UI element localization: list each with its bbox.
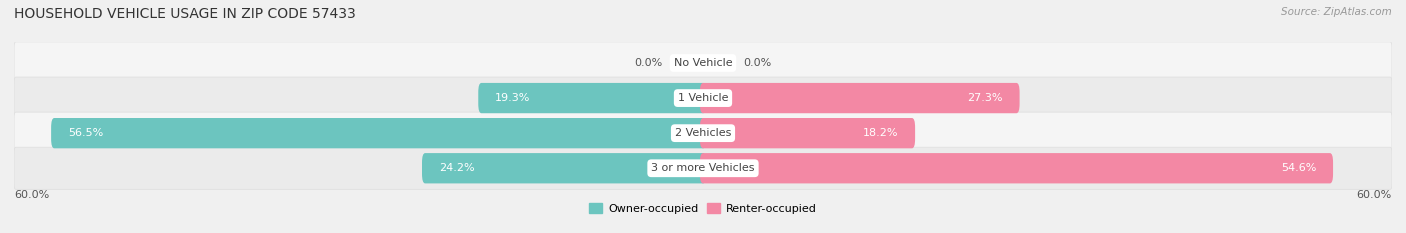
- Text: 1 Vehicle: 1 Vehicle: [678, 93, 728, 103]
- Text: 0.0%: 0.0%: [634, 58, 662, 68]
- FancyBboxPatch shape: [422, 153, 706, 183]
- FancyBboxPatch shape: [51, 118, 706, 148]
- FancyBboxPatch shape: [14, 112, 1392, 154]
- FancyBboxPatch shape: [14, 147, 1392, 189]
- Text: 0.0%: 0.0%: [744, 58, 772, 68]
- Text: 3 or more Vehicles: 3 or more Vehicles: [651, 163, 755, 173]
- Text: 18.2%: 18.2%: [863, 128, 898, 138]
- Text: 60.0%: 60.0%: [14, 190, 49, 200]
- Text: 24.2%: 24.2%: [439, 163, 475, 173]
- Text: 54.6%: 54.6%: [1281, 163, 1316, 173]
- Text: 60.0%: 60.0%: [1357, 190, 1392, 200]
- Text: HOUSEHOLD VEHICLE USAGE IN ZIP CODE 57433: HOUSEHOLD VEHICLE USAGE IN ZIP CODE 5743…: [14, 7, 356, 21]
- FancyBboxPatch shape: [700, 153, 1333, 183]
- Text: 27.3%: 27.3%: [967, 93, 1002, 103]
- FancyBboxPatch shape: [700, 118, 915, 148]
- FancyBboxPatch shape: [700, 83, 1019, 113]
- Text: 56.5%: 56.5%: [67, 128, 103, 138]
- FancyBboxPatch shape: [478, 83, 706, 113]
- Text: No Vehicle: No Vehicle: [673, 58, 733, 68]
- Text: 2 Vehicles: 2 Vehicles: [675, 128, 731, 138]
- FancyBboxPatch shape: [14, 77, 1392, 119]
- FancyBboxPatch shape: [14, 42, 1392, 84]
- Text: 19.3%: 19.3%: [495, 93, 530, 103]
- Legend: Owner-occupied, Renter-occupied: Owner-occupied, Renter-occupied: [585, 199, 821, 218]
- Text: Source: ZipAtlas.com: Source: ZipAtlas.com: [1281, 7, 1392, 17]
